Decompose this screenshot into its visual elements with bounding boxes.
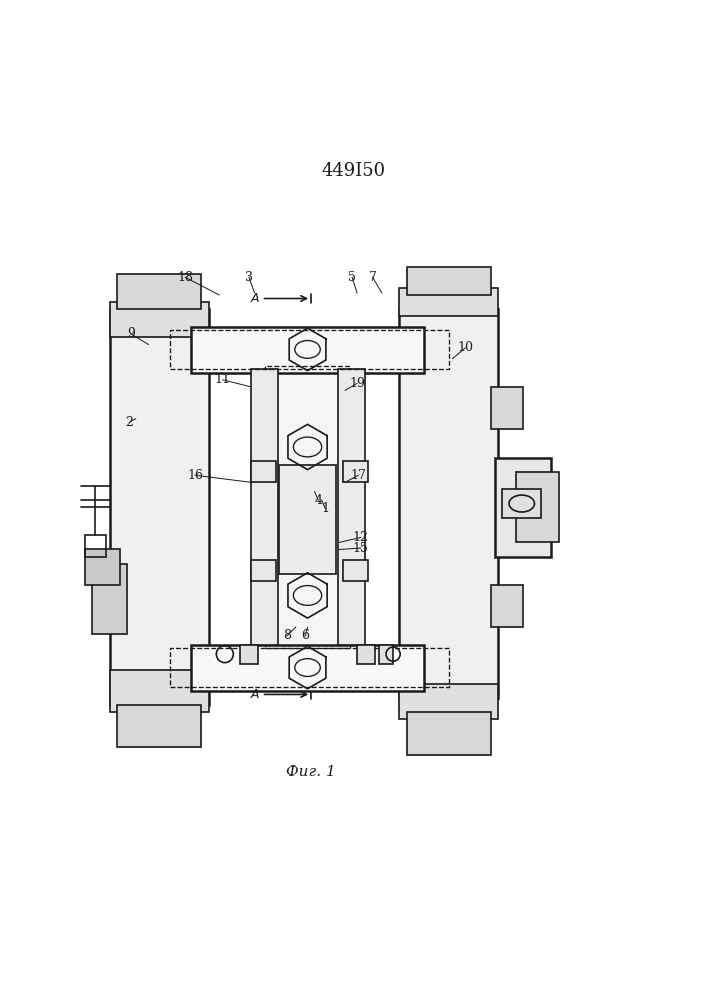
Bar — [110, 670, 209, 712]
Bar — [399, 309, 498, 698]
Text: 8: 8 — [283, 629, 291, 642]
Bar — [407, 267, 491, 295]
Bar — [251, 369, 278, 645]
Text: 2: 2 — [125, 416, 134, 429]
Text: 3: 3 — [245, 271, 253, 284]
Bar — [85, 535, 106, 557]
Bar — [407, 712, 491, 755]
Bar — [110, 302, 209, 337]
Text: 16: 16 — [187, 469, 203, 482]
Bar — [170, 648, 449, 687]
Bar — [251, 461, 276, 482]
Text: 19: 19 — [349, 377, 365, 390]
Bar — [272, 366, 343, 656]
Text: 12: 12 — [353, 531, 368, 544]
Bar — [343, 560, 368, 581]
Bar — [357, 645, 375, 664]
Bar — [117, 705, 201, 747]
Bar — [343, 461, 368, 482]
Bar — [191, 645, 424, 691]
Bar — [113, 359, 198, 656]
Bar — [279, 465, 336, 574]
Bar — [191, 327, 424, 373]
Bar — [491, 387, 523, 429]
Text: 449I50: 449I50 — [322, 162, 385, 180]
Bar — [170, 330, 449, 369]
Bar — [117, 274, 201, 309]
Bar — [85, 549, 120, 585]
Text: 18: 18 — [177, 271, 193, 284]
Text: 5: 5 — [348, 271, 356, 284]
Bar — [338, 369, 365, 645]
Bar — [399, 288, 498, 316]
Text: A: A — [250, 292, 259, 305]
Bar — [92, 564, 127, 634]
Text: 6: 6 — [301, 629, 310, 642]
Text: 9: 9 — [127, 327, 135, 340]
Bar — [240, 645, 258, 664]
Text: A: A — [250, 688, 259, 701]
Text: Фиг. 1: Фиг. 1 — [286, 765, 336, 779]
Bar — [379, 645, 393, 664]
Text: 7: 7 — [368, 271, 377, 284]
Text: 15: 15 — [353, 542, 368, 555]
Bar — [265, 366, 350, 648]
Bar — [491, 585, 523, 627]
Bar — [399, 684, 498, 719]
Bar — [502, 489, 541, 518]
Text: 1: 1 — [321, 502, 329, 515]
Bar — [495, 458, 551, 557]
Text: 17: 17 — [351, 469, 366, 482]
Bar — [251, 560, 276, 581]
Bar — [110, 309, 209, 705]
Text: 4: 4 — [314, 493, 322, 506]
Text: 10: 10 — [457, 341, 473, 354]
Text: 11: 11 — [215, 373, 230, 386]
Bar — [516, 472, 559, 542]
